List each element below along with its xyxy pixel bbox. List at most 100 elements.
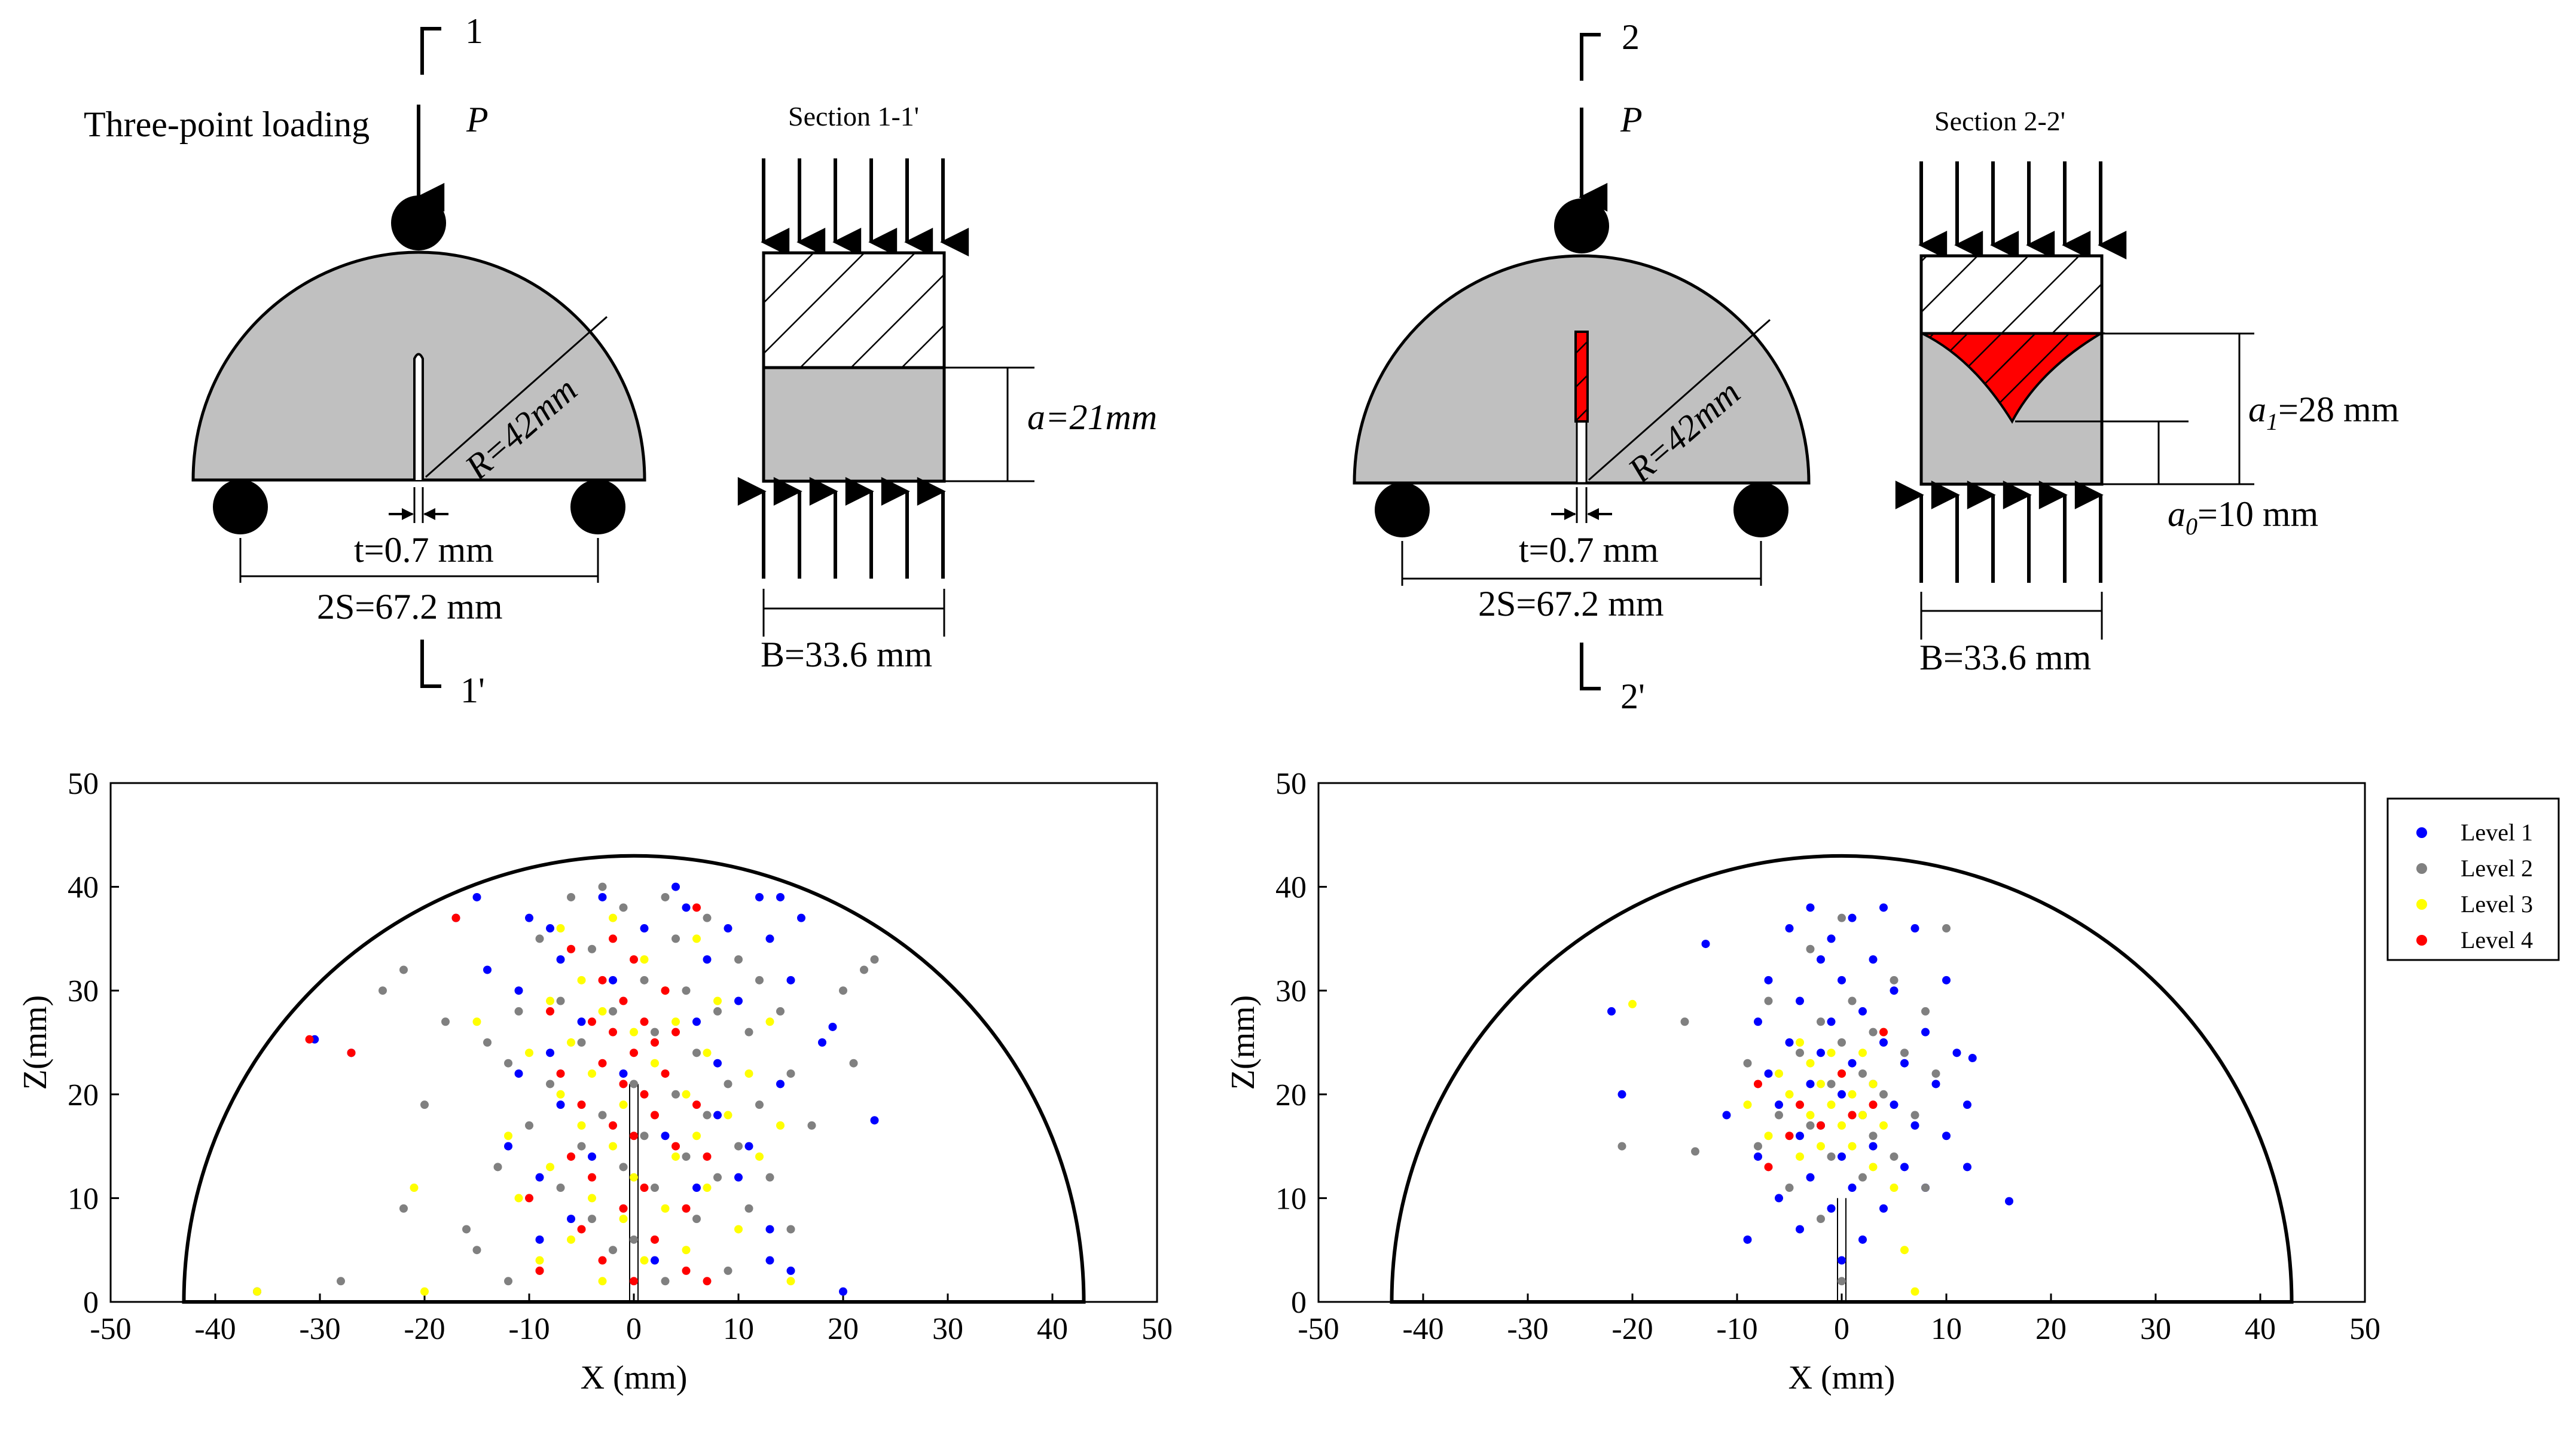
point-level-3 — [410, 1184, 419, 1193]
point-level-1 — [1617, 1090, 1626, 1099]
x-tick-label: -50 — [90, 1312, 131, 1346]
point-level-4 — [577, 1225, 586, 1234]
point-level-3 — [1910, 1287, 1919, 1296]
load-symbol-p-2: P — [1620, 100, 1643, 139]
point-level-4 — [640, 1090, 649, 1099]
section-1-crack-region — [762, 251, 946, 369]
point-level-1 — [672, 882, 680, 891]
x-tick-label: 40 — [2245, 1312, 2276, 1346]
y-tick-label: 40 — [1275, 871, 1307, 905]
point-level-4 — [609, 1121, 617, 1130]
point-level-4 — [661, 1069, 670, 1078]
point-level-1 — [713, 1111, 722, 1120]
y-tick-label: 40 — [68, 871, 99, 905]
point-level-3 — [703, 1184, 712, 1193]
radius-line-2 — [1588, 319, 1771, 481]
point-level-2 — [588, 944, 596, 953]
point-level-1 — [839, 1287, 847, 1296]
point-level-2 — [651, 1184, 659, 1193]
x-tick-label: -30 — [1507, 1312, 1548, 1346]
point-level-4 — [546, 1007, 554, 1016]
point-level-2 — [1910, 1111, 1919, 1120]
point-level-4 — [619, 1080, 628, 1089]
point-level-4 — [651, 1111, 659, 1120]
point-level-4 — [525, 1194, 533, 1203]
section-1-top-arrows — [761, 158, 969, 256]
point-level-2 — [870, 955, 879, 964]
point-level-3 — [1806, 1059, 1815, 1068]
point-level-4 — [630, 1132, 638, 1141]
point-level-3 — [724, 1111, 732, 1120]
legend-marker-level-2 — [2416, 863, 2427, 874]
point-level-4 — [556, 1069, 565, 1078]
y-axis-label: Z(mm) — [1225, 995, 1262, 1090]
point-level-2 — [682, 1152, 691, 1161]
point-level-2 — [661, 1277, 670, 1286]
point-level-3 — [640, 955, 649, 964]
point-level-3 — [1858, 1048, 1867, 1057]
point-level-3 — [692, 934, 701, 943]
point-level-2 — [619, 1163, 628, 1172]
point-level-2 — [1806, 1121, 1815, 1130]
point-level-2 — [1817, 1017, 1825, 1026]
point-level-1 — [1607, 1007, 1616, 1016]
x-tick-label: -40 — [1402, 1312, 1443, 1346]
point-level-4 — [661, 986, 670, 995]
point-level-2 — [462, 1225, 471, 1234]
point-level-2 — [849, 1059, 858, 1068]
point-level-2 — [598, 1111, 607, 1120]
point-level-2 — [672, 1090, 680, 1099]
point-level-3 — [1869, 1080, 1878, 1089]
point-level-1 — [1942, 1132, 1951, 1141]
point-level-1 — [1785, 1038, 1794, 1047]
point-level-1 — [1848, 1059, 1857, 1068]
point-level-3 — [734, 1225, 743, 1234]
point-level-4 — [535, 1266, 544, 1275]
point-level-1 — [1900, 1163, 1909, 1172]
loading-roller — [391, 195, 446, 250]
point-level-4 — [630, 1048, 638, 1057]
point-level-3 — [672, 1152, 680, 1161]
point-level-2 — [755, 1100, 764, 1109]
point-level-1 — [1743, 1235, 1752, 1244]
point-level-4 — [1764, 1163, 1773, 1172]
point-level-2 — [640, 976, 649, 984]
y-tick-label: 0 — [83, 1286, 99, 1320]
point-level-1 — [609, 976, 617, 984]
point-level-4 — [703, 1152, 712, 1161]
y-tick-label: 20 — [68, 1078, 99, 1112]
support-roller-left-2 — [1375, 482, 1430, 537]
point-level-3 — [619, 1215, 628, 1224]
point-level-2 — [776, 1007, 785, 1016]
point-level-2 — [1775, 1111, 1783, 1120]
point-level-2 — [682, 986, 691, 995]
radius-line — [425, 316, 608, 478]
point-level-1 — [1952, 1048, 1961, 1057]
point-level-2 — [630, 1080, 638, 1089]
section-mark-2-top — [1580, 33, 1601, 81]
point-level-2 — [1785, 1184, 1794, 1193]
point-level-2 — [1838, 1277, 1846, 1286]
point-level-2 — [1858, 1069, 1867, 1078]
section-1-width-label: B=33.6 mm — [761, 635, 932, 674]
point-level-2 — [765, 1173, 774, 1182]
notch-crack-2 — [1574, 331, 1589, 423]
point-level-2 — [619, 903, 628, 912]
point-level-4 — [672, 1028, 680, 1036]
section-1-bottom-arrows — [737, 477, 946, 579]
point-level-2 — [598, 882, 607, 891]
point-level-1 — [1838, 976, 1846, 984]
point-level-1 — [744, 1142, 753, 1151]
point-level-2 — [399, 965, 408, 974]
point-level-1 — [1869, 955, 1878, 964]
point-level-2 — [640, 1132, 649, 1141]
point-level-2 — [1858, 1173, 1867, 1182]
point-level-1 — [651, 1256, 659, 1265]
point-level-2 — [1764, 996, 1773, 1005]
point-level-1 — [588, 1152, 596, 1161]
point-level-1 — [472, 892, 481, 901]
point-level-4 — [598, 1059, 607, 1068]
point-level-2 — [1848, 996, 1857, 1005]
point-level-2 — [1743, 1059, 1752, 1068]
x-tick-label: -30 — [299, 1312, 340, 1346]
